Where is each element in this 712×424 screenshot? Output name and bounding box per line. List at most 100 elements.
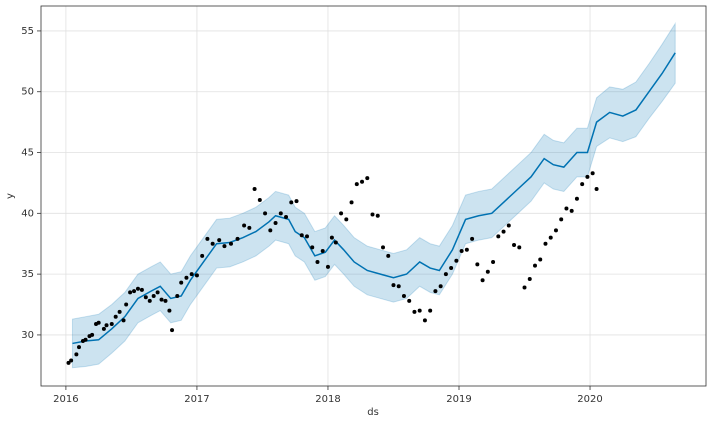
observation bbox=[175, 294, 180, 299]
observation bbox=[139, 287, 144, 292]
observation bbox=[354, 182, 359, 187]
observation bbox=[538, 257, 543, 262]
observation bbox=[506, 223, 511, 228]
observation bbox=[128, 290, 133, 295]
observation bbox=[512, 242, 517, 247]
observation bbox=[74, 352, 79, 357]
observation bbox=[569, 208, 574, 213]
observation bbox=[90, 332, 95, 337]
y-tick-label: 50 bbox=[21, 87, 34, 98]
observation bbox=[454, 258, 459, 263]
x-tick-label: 2016 bbox=[53, 394, 78, 405]
observation bbox=[289, 200, 294, 205]
observation bbox=[229, 241, 233, 246]
observation bbox=[222, 244, 227, 249]
observation bbox=[284, 214, 289, 219]
observation bbox=[470, 236, 475, 241]
observation bbox=[210, 241, 215, 246]
observation bbox=[401, 294, 406, 299]
observation bbox=[325, 264, 330, 269]
observation bbox=[217, 238, 222, 243]
observation bbox=[533, 263, 537, 268]
y-tick-label: 45 bbox=[21, 148, 34, 159]
observation bbox=[386, 253, 391, 258]
observation bbox=[339, 211, 344, 216]
observation bbox=[200, 253, 205, 258]
x-tick-label: 2018 bbox=[315, 394, 340, 405]
observation bbox=[417, 308, 422, 313]
observation bbox=[170, 328, 175, 333]
observation bbox=[117, 309, 122, 314]
observation bbox=[585, 174, 590, 179]
observation bbox=[449, 266, 454, 271]
observation bbox=[396, 284, 401, 289]
observation bbox=[268, 228, 273, 233]
observation bbox=[104, 323, 109, 328]
x-tick-label: 2017 bbox=[184, 394, 209, 405]
observation bbox=[543, 241, 548, 246]
x-axis-label: ds bbox=[367, 407, 379, 418]
observation bbox=[189, 272, 194, 277]
observation bbox=[310, 245, 315, 250]
observation bbox=[412, 309, 417, 314]
observation bbox=[184, 275, 189, 280]
observation bbox=[132, 289, 137, 294]
x-tick-label: 2019 bbox=[446, 394, 471, 405]
observation bbox=[278, 211, 283, 216]
observation bbox=[66, 360, 71, 365]
plot-frame bbox=[40, 5, 707, 387]
observation bbox=[167, 308, 172, 313]
observation bbox=[370, 212, 375, 217]
observation bbox=[580, 182, 585, 187]
observation bbox=[257, 197, 262, 202]
observation bbox=[159, 297, 164, 302]
y-axis-label: y bbox=[5, 193, 16, 199]
observation bbox=[438, 284, 443, 289]
observation bbox=[299, 233, 304, 238]
observation bbox=[464, 247, 469, 252]
observation bbox=[360, 179, 365, 184]
observation bbox=[124, 302, 129, 307]
observation bbox=[135, 286, 140, 291]
observation bbox=[548, 235, 553, 240]
observation bbox=[522, 285, 527, 290]
observation bbox=[263, 211, 268, 216]
observation bbox=[564, 206, 569, 211]
observation bbox=[422, 318, 427, 323]
observation bbox=[329, 235, 334, 240]
observation bbox=[459, 249, 464, 254]
observation bbox=[163, 298, 168, 303]
observation bbox=[101, 326, 106, 331]
observation bbox=[375, 213, 380, 218]
observation bbox=[485, 269, 490, 274]
observation bbox=[109, 321, 114, 326]
observation bbox=[315, 259, 320, 264]
observation bbox=[527, 276, 532, 281]
observation bbox=[501, 229, 506, 234]
observation bbox=[83, 337, 88, 342]
observation bbox=[349, 200, 354, 205]
observation bbox=[305, 234, 309, 239]
observation bbox=[205, 236, 210, 241]
observation bbox=[121, 318, 126, 323]
x-tick-label: 2020 bbox=[577, 394, 602, 405]
observation bbox=[553, 228, 558, 233]
observation bbox=[320, 249, 325, 254]
uncertainty-band bbox=[71, 21, 676, 369]
observation bbox=[433, 289, 438, 294]
observation bbox=[365, 176, 370, 181]
observation bbox=[391, 283, 396, 288]
observation bbox=[113, 314, 118, 319]
observation bbox=[151, 294, 156, 299]
observation bbox=[333, 240, 338, 245]
observation bbox=[381, 245, 385, 250]
observation bbox=[77, 345, 81, 350]
observation bbox=[147, 298, 152, 303]
observation bbox=[574, 196, 579, 201]
observation bbox=[235, 236, 240, 241]
observation bbox=[480, 278, 485, 283]
observation bbox=[443, 272, 448, 277]
observation bbox=[590, 171, 595, 176]
observation bbox=[294, 199, 299, 204]
